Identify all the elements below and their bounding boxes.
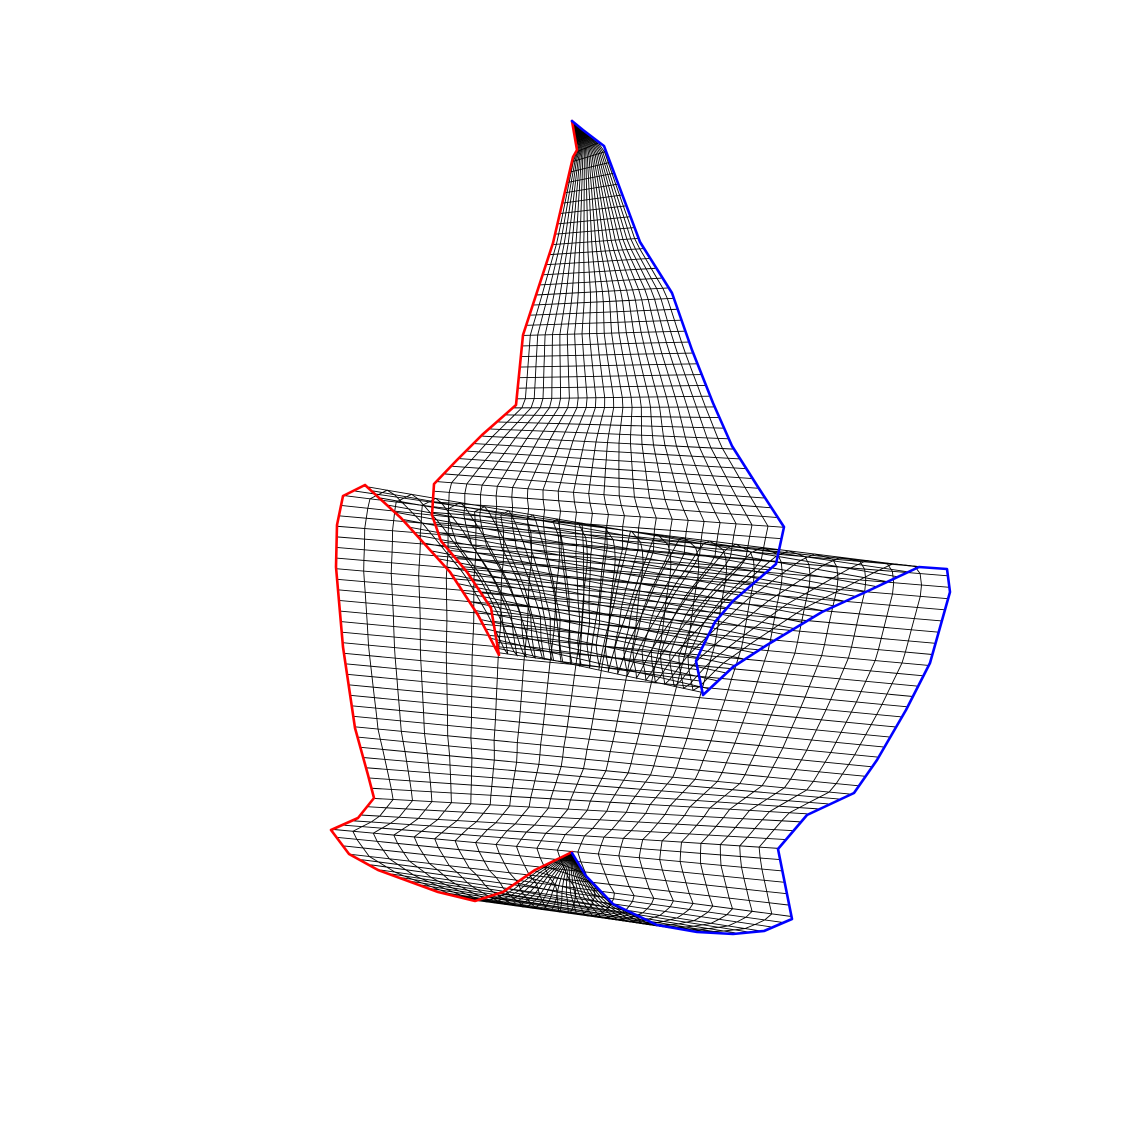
mesh-longitudinal-line — [571, 120, 839, 926]
mesh-longitudinal-line — [393, 120, 580, 904]
left-boundary-curve — [329, 119, 579, 903]
mesh-longitudinal-line — [372, 120, 579, 903]
mesh-longitudinal-line — [571, 120, 895, 930]
mesh-longitudinal-line — [571, 120, 728, 919]
mesh-longitudinal-line — [495, 120, 588, 910]
mesh-longitudinal-line — [556, 120, 644, 914]
mesh-longitudinal-line — [413, 120, 581, 906]
mesh-longitudinal-line — [571, 120, 867, 928]
mesh-grid — [332, 120, 950, 935]
mesh-longitudinal-line — [475, 120, 584, 909]
mesh-longitudinal-line — [434, 120, 582, 907]
mesh-longitudinal-line — [570, 120, 700, 917]
mesh-longitudinal-line — [571, 120, 922, 932]
mesh-longitudinal-line — [454, 120, 583, 908]
right-boundary-curve — [570, 119, 952, 936]
mesh-longitudinal-line — [536, 120, 616, 913]
mesh-longitudinal-line — [352, 120, 578, 902]
mesh-longitudinal-line — [571, 120, 811, 924]
mesh-longitudinal-line — [571, 120, 783, 922]
mesh-longitudinal-line — [571, 120, 755, 920]
mesh-transverse-line — [495, 647, 703, 693]
